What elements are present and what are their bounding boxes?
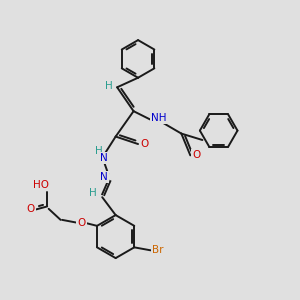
Text: H: H xyxy=(89,188,97,198)
Text: NH: NH xyxy=(151,113,167,123)
Text: H: H xyxy=(95,146,103,156)
Text: O: O xyxy=(140,139,148,149)
Text: Br: Br xyxy=(152,245,164,255)
Text: N: N xyxy=(100,153,108,163)
Text: H: H xyxy=(105,81,113,91)
Text: O: O xyxy=(26,204,34,214)
Text: O: O xyxy=(193,150,201,161)
Text: HO: HO xyxy=(33,180,49,190)
Text: O: O xyxy=(77,218,86,228)
Text: N: N xyxy=(100,172,108,182)
